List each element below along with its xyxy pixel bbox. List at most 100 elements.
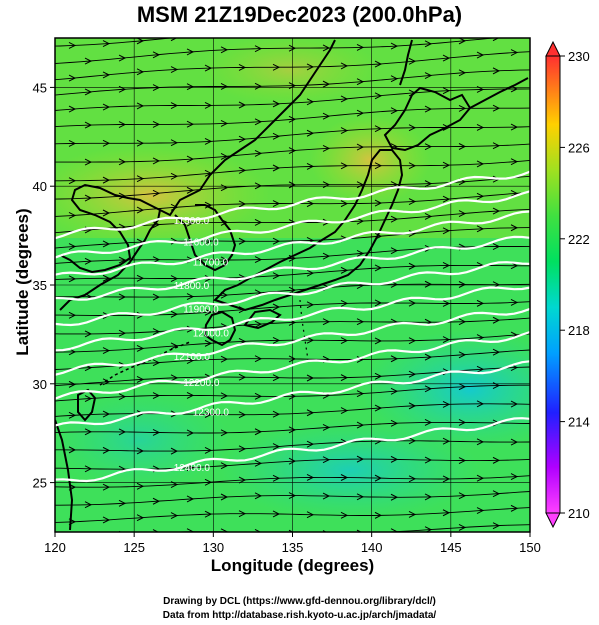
wind-arrow [84, 330, 93, 338]
wind-arrow [374, 404, 383, 412]
wind-arrow [340, 162, 349, 170]
contour-line [55, 307, 530, 376]
wind-arrow [442, 87, 451, 95]
colorbar-tick-label: 226 [568, 140, 590, 155]
y-axis-label: Latitude (degrees) [13, 208, 32, 356]
wind-arrow [510, 400, 519, 408]
wind-arrow [424, 40, 433, 48]
wind-arrow [390, 215, 399, 223]
wind-arrow [288, 286, 297, 294]
x-axis-label: Longitude (degrees) [210, 556, 375, 575]
wind-arrow [356, 181, 365, 189]
wind-arrow [374, 60, 383, 68]
wind-arrow [306, 129, 315, 137]
wind-arrow [340, 62, 349, 70]
contour-label: 12200.0 [183, 378, 220, 389]
streamline [55, 143, 530, 163]
wind-arrow [356, 390, 365, 398]
wind-arrow [510, 438, 519, 446]
wind-arrow [84, 158, 93, 166]
wind-arrow [340, 266, 349, 274]
wind-arrow [186, 357, 195, 364]
wind-arrow [424, 385, 433, 393]
wind-arrow [390, 493, 399, 501]
wind-arrow [374, 511, 383, 519]
wind-arrow [136, 139, 145, 147]
wind-arrow [374, 299, 383, 307]
wind-arrow [374, 162, 383, 170]
wind-arrow [118, 256, 127, 264]
wind-arrow [306, 511, 315, 519]
wind-arrow [102, 209, 111, 217]
wind-arrow [220, 82, 229, 90]
wind-arrow [476, 400, 485, 408]
wind-arrow [374, 372, 383, 380]
wind-arrow [476, 507, 485, 514]
wind-arrow [186, 155, 195, 163]
wind-arrow [442, 475, 451, 483]
wind-arrow [238, 373, 247, 381]
wind-arrow [238, 135, 247, 143]
wind-arrow [442, 336, 451, 344]
wind-arrow [424, 456, 433, 464]
wind-arrow [204, 237, 213, 245]
streamline [55, 440, 530, 452]
wind-arrow [136, 38, 145, 45]
wind-arrow [476, 160, 485, 168]
data-credit: Data from http://database.rish.kyoto-u.a… [162, 610, 437, 621]
wind-arrow [186, 83, 195, 91]
wind-arrow [390, 419, 399, 427]
wind-arrow [356, 143, 365, 151]
wind-arrow [186, 120, 195, 128]
wind-arrow [306, 301, 315, 309]
wind-arrow [408, 262, 417, 270]
wind-arrow [476, 192, 485, 200]
wind-arrow [340, 407, 349, 415]
contour-line [55, 210, 530, 276]
kyushu-coastline [203, 310, 237, 347]
streamline [55, 403, 530, 417]
wind-arrow [152, 157, 161, 165]
streamline [55, 317, 530, 335]
wind-arrow [424, 105, 433, 113]
streamline [55, 333, 530, 353]
wind-arrow [170, 512, 179, 520]
wind-arrow [288, 147, 297, 155]
wind-arrow [84, 121, 93, 129]
wind-arrow [238, 411, 247, 419]
streamline [55, 69, 530, 96]
x-tick-label: 120 [44, 540, 66, 555]
wind-arrow [458, 104, 467, 112]
streamline [55, 159, 530, 182]
wind-arrow [254, 392, 263, 400]
wind-arrow [254, 218, 263, 226]
contour-line [55, 286, 530, 352]
wind-arrow [254, 428, 263, 436]
colorbar-tick-label: 230 [568, 49, 590, 64]
wind-arrow [442, 54, 451, 62]
streamline [55, 283, 530, 298]
wind-arrow [424, 280, 433, 288]
wind-arrow [356, 43, 365, 51]
wind-arrow [408, 475, 417, 483]
wind-arrow [442, 300, 451, 307]
wind-arrow [102, 240, 111, 248]
wind-arrow [136, 447, 145, 455]
wind-arrow [306, 63, 315, 71]
wind-arrow [322, 44, 331, 52]
wind-arrow [152, 189, 161, 197]
x-tick-label: 130 [202, 540, 224, 555]
wind-arrow [306, 336, 315, 344]
wind-arrow [84, 501, 93, 509]
wind-arrow [238, 101, 247, 109]
wind-arrow [118, 499, 127, 507]
wind-arrow [476, 225, 485, 233]
wind-arrow [204, 137, 213, 145]
wind-arrow [102, 103, 111, 111]
china-south-coast [55, 419, 74, 531]
wind-arrow [254, 118, 263, 126]
streamline [161, 524, 530, 532]
wind-arrow [272, 443, 281, 451]
wind-arrow [356, 217, 365, 225]
wind-arrow [118, 393, 127, 401]
